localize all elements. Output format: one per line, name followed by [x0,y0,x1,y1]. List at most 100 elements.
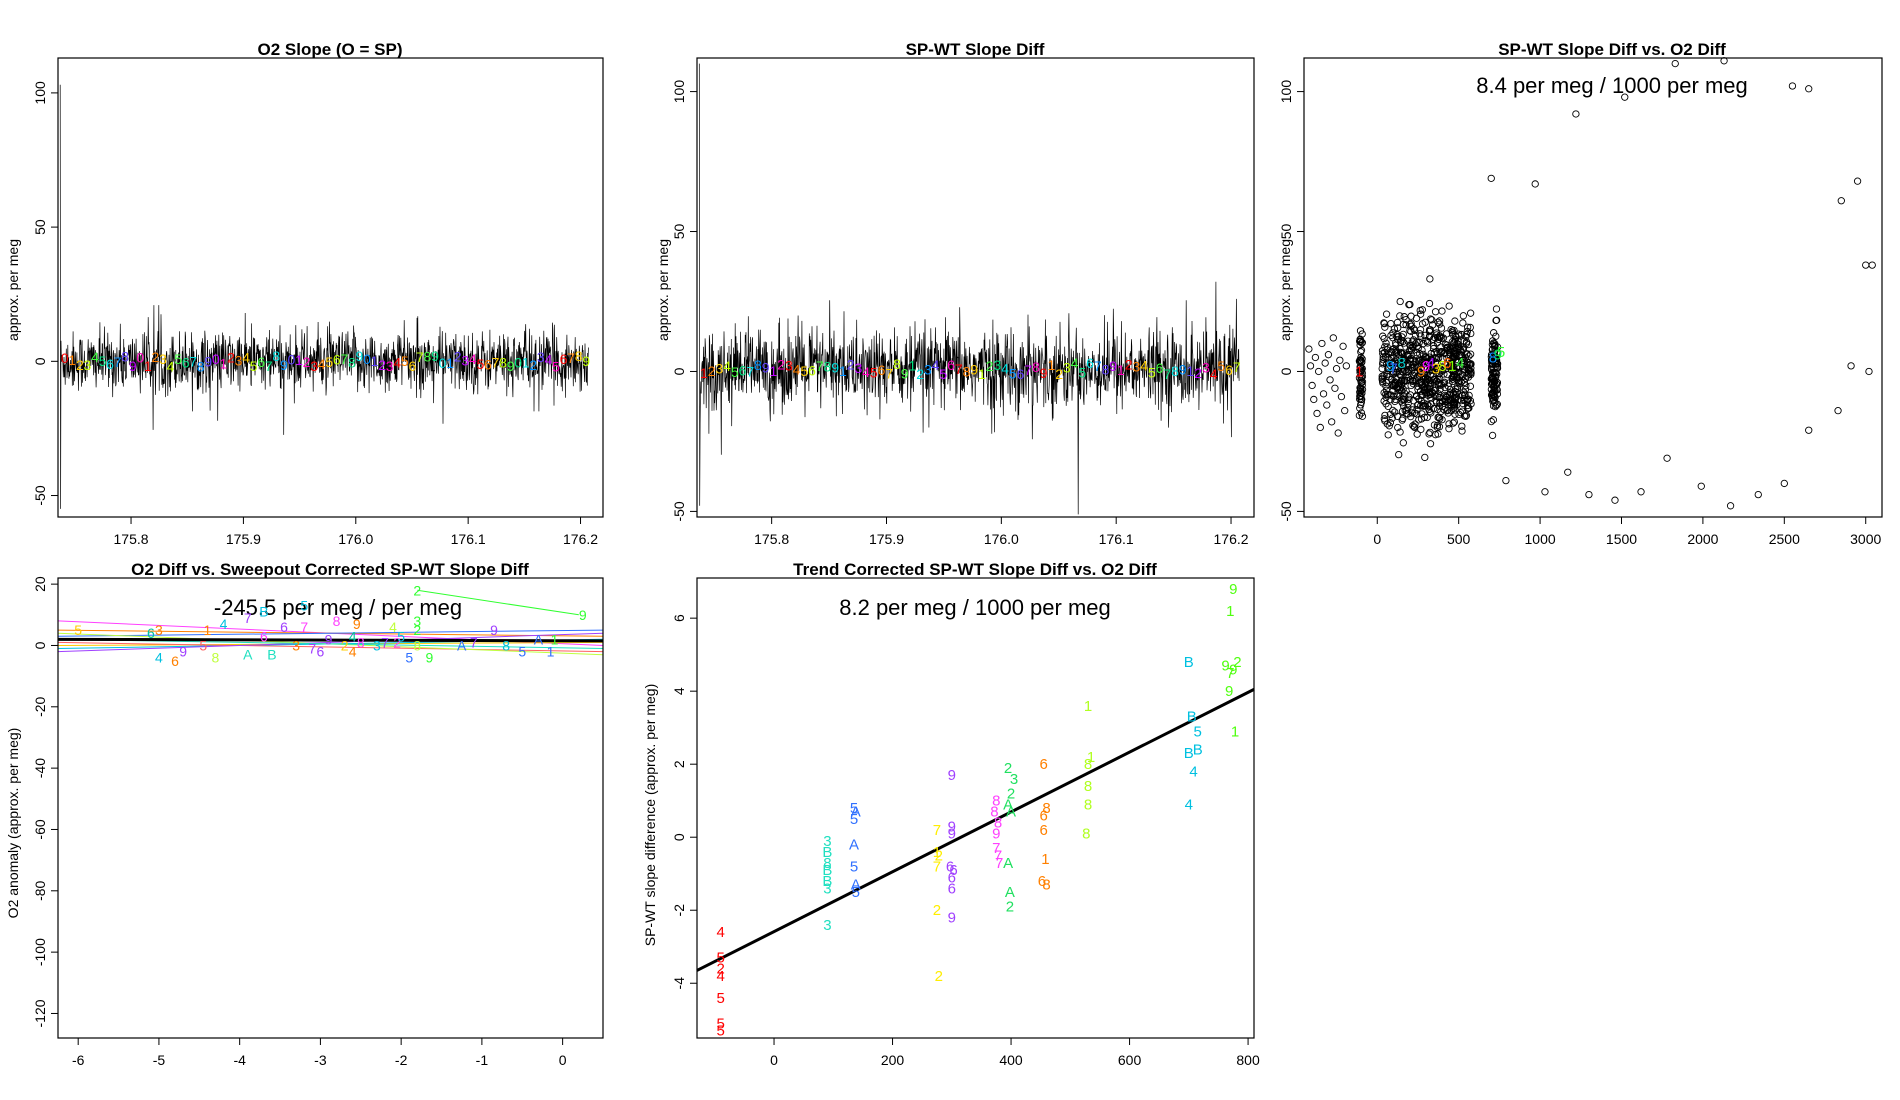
point-label: 9 [426,650,434,666]
point-label: 4 [155,650,163,666]
data-point [1834,406,1842,415]
data-point [1531,180,1539,188]
data-point [1380,319,1389,328]
data-point-label: 3 [823,880,831,897]
data-point [1492,332,1500,340]
x-tick-label: -2 [395,1052,408,1068]
data-point [1313,409,1321,418]
marker-label: 8 [963,363,971,379]
data-point [1408,409,1416,417]
data-point [1458,373,1466,381]
marker-label: 4 [91,349,99,365]
data-point-label: 8 [992,793,1000,810]
marker-label: 9 [1040,365,1048,381]
data-point-label: 2 [933,902,941,919]
point-label: 2 [413,622,421,638]
data-point [1463,327,1471,336]
data-point [1355,411,1364,420]
marker-label: 4 [242,349,250,365]
marker-label: 7 [816,358,824,374]
data-point [1432,329,1441,337]
data-point [1411,369,1419,377]
data-point [1490,343,1499,351]
data-point [1491,360,1499,368]
data-point [1487,174,1495,182]
marker-label: 5 [870,364,878,380]
y-tick-label: -60 [32,819,48,839]
panel-trend-corrected: Trend Corrected SP-WT Slope Diff vs. O2 … [642,560,1260,1068]
marker-label: 5 [800,363,808,379]
point-label: 4 [349,628,357,644]
data-point [1438,334,1446,342]
marker-label: 3 [924,361,932,377]
marker-label: 5 [476,356,484,372]
marker-label: 8 [1032,359,1040,375]
point-label: B [267,647,276,663]
marker-label: 2 [1194,365,1202,381]
data-point-label: 6 [946,858,954,875]
data-point [1399,337,1407,346]
data-point [1418,410,1426,418]
data-point [1457,378,1465,386]
data-point [1429,335,1437,344]
data-point [1382,310,1391,318]
x-tick-label: 0 [1373,531,1381,547]
panel-title: O2 Diff vs. Sweepout Corrected SP-WT Slo… [131,560,529,579]
data-point [1436,415,1444,423]
y-axis-label: approx. per meg [5,239,21,341]
data-point-label: 9 [992,826,1000,843]
data-point [1462,332,1470,341]
data-point [1663,454,1671,462]
data-point [1671,59,1679,68]
data-point [1305,345,1313,353]
marker-label: 7 [340,351,348,367]
data-point [1409,422,1417,430]
marker-label: 8 [754,357,762,373]
data-point [1412,377,1420,385]
data-point-label: A [849,837,859,854]
data-point-label: 4 [1185,796,1193,813]
data-point-label: 5 [717,990,725,1007]
data-point [1356,366,1364,374]
data-point [1381,411,1389,420]
data-point [1410,422,1418,431]
marker-label: 5 [1009,366,1017,382]
data-point [1396,371,1405,380]
data-point [1378,364,1386,373]
data-point [1862,261,1870,269]
y-tick-label: -40 [32,758,48,778]
data-point [1391,397,1399,406]
y-axis-label: approx. per meg [1277,239,1293,341]
marker-label: 7 [567,350,575,366]
marker-label: 6 [257,354,265,370]
x-tick-label: -4 [233,1052,246,1068]
data-point-label: 6 [1039,807,1047,824]
data-point [1459,319,1467,327]
point-label: 5 [405,650,413,666]
plot-frame [696,577,1255,1039]
data-point [1407,327,1415,335]
marker-label: 1 [446,355,454,371]
marker-label: 8 [1171,363,1179,379]
marker-label: 5 [325,354,333,370]
data-point [1378,374,1386,382]
marker-label: 6 [1017,366,1025,382]
y-tick-label: -120 [32,999,48,1027]
data-point [1453,401,1461,409]
data-point [1466,309,1475,317]
panel-o2-slope: O2 Slope (O = SP) approx. per meg 175.8 1… [5,40,604,547]
marker-label: 1 [68,352,76,368]
marker-label: 4 [1210,366,1218,382]
point-label: A [534,631,544,647]
data-point [1409,343,1417,351]
y-tick-label: -20 [32,696,48,716]
data-point [1491,393,1499,402]
marker-label: 4 [544,352,552,368]
data-point-label: A [851,804,861,821]
marker-label: 4 [318,356,326,372]
data-point-label: 9 [1229,661,1237,678]
y-tick-label: 0 [671,833,687,841]
data-point [1388,348,1396,357]
x-tick-label: 176.1 [1099,531,1134,547]
point-label: 5 [300,598,308,614]
